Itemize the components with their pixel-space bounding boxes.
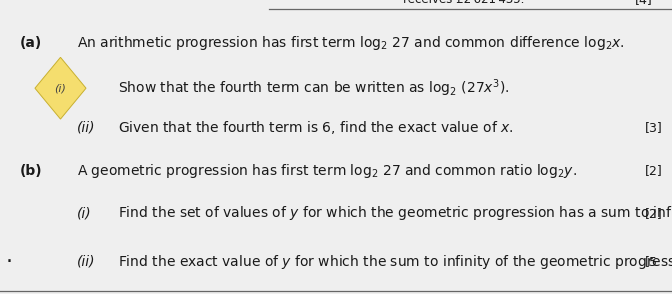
Text: (ii): (ii) bbox=[77, 121, 96, 135]
Text: (i): (i) bbox=[54, 83, 67, 93]
Text: [4]: [4] bbox=[635, 0, 653, 6]
Text: [2]: [2] bbox=[645, 164, 663, 177]
Text: [5: [5 bbox=[645, 255, 658, 268]
Text: ·: · bbox=[5, 252, 12, 272]
Text: receives £2 621 435.: receives £2 621 435. bbox=[403, 0, 525, 6]
Text: Given that the fourth term is 6, find the exact value of $x$.: Given that the fourth term is 6, find th… bbox=[118, 119, 513, 136]
Text: [3]: [3] bbox=[645, 121, 663, 134]
Text: Find the exact value of $y$ for which the sum to infinity of the geometric progr: Find the exact value of $y$ for which th… bbox=[118, 253, 672, 271]
Text: [2]: [2] bbox=[645, 207, 663, 220]
Text: (a): (a) bbox=[20, 36, 42, 50]
Text: (ii): (ii) bbox=[77, 255, 96, 269]
Text: Find the set of values of $y$ for which the geometric progression has a sum to i: Find the set of values of $y$ for which … bbox=[118, 204, 672, 222]
Text: An arithmetic progression has first term log$_2$ 27 and common difference log$_2: An arithmetic progression has first term… bbox=[77, 34, 625, 52]
Text: Show that the fourth term can be written as log$_2$ $(27x^3)$.: Show that the fourth term can be written… bbox=[118, 77, 509, 99]
Text: (b): (b) bbox=[20, 163, 43, 178]
Polygon shape bbox=[35, 57, 86, 119]
Text: (i): (i) bbox=[77, 206, 92, 220]
Text: A geometric progression has first term log$_2$ 27 and common ratio log$_2$$y$.: A geometric progression has first term l… bbox=[77, 161, 577, 180]
